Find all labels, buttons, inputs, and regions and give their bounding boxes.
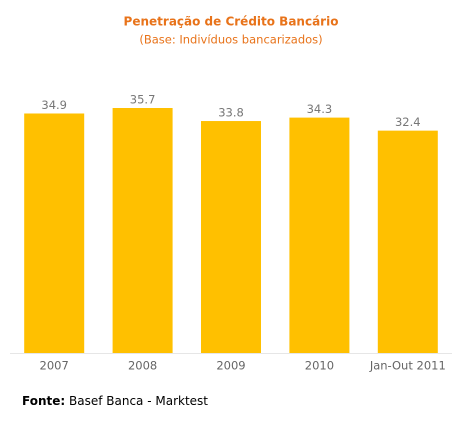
source-label: Fonte: xyxy=(22,394,65,408)
bar xyxy=(377,130,438,353)
bar xyxy=(201,121,261,353)
x-tick-label: Jan-Out 2011 xyxy=(369,359,446,373)
x-tick-label: 2009 xyxy=(216,359,245,373)
source: Fonte: Basef Banca - Marktest xyxy=(22,394,208,408)
value-label: 34.3 xyxy=(307,102,333,116)
x-tick-label: 2010 xyxy=(305,359,334,373)
chart-title: Penetração de Crédito Bancário xyxy=(124,15,339,29)
bar xyxy=(24,113,85,353)
chart-subtitle: (Base: Indivíduos bancarizados) xyxy=(139,33,322,47)
value-label: 32.4 xyxy=(395,115,421,129)
source-text: Basef Banca - Marktest xyxy=(69,394,208,408)
bar xyxy=(289,117,350,353)
x-tick-label: 2008 xyxy=(128,359,157,373)
value-label: 34.9 xyxy=(41,98,67,112)
value-label: 33.8 xyxy=(218,106,244,120)
value-label: 35.7 xyxy=(130,93,156,107)
x-tick-label: 2007 xyxy=(40,359,69,373)
bar xyxy=(112,108,173,353)
